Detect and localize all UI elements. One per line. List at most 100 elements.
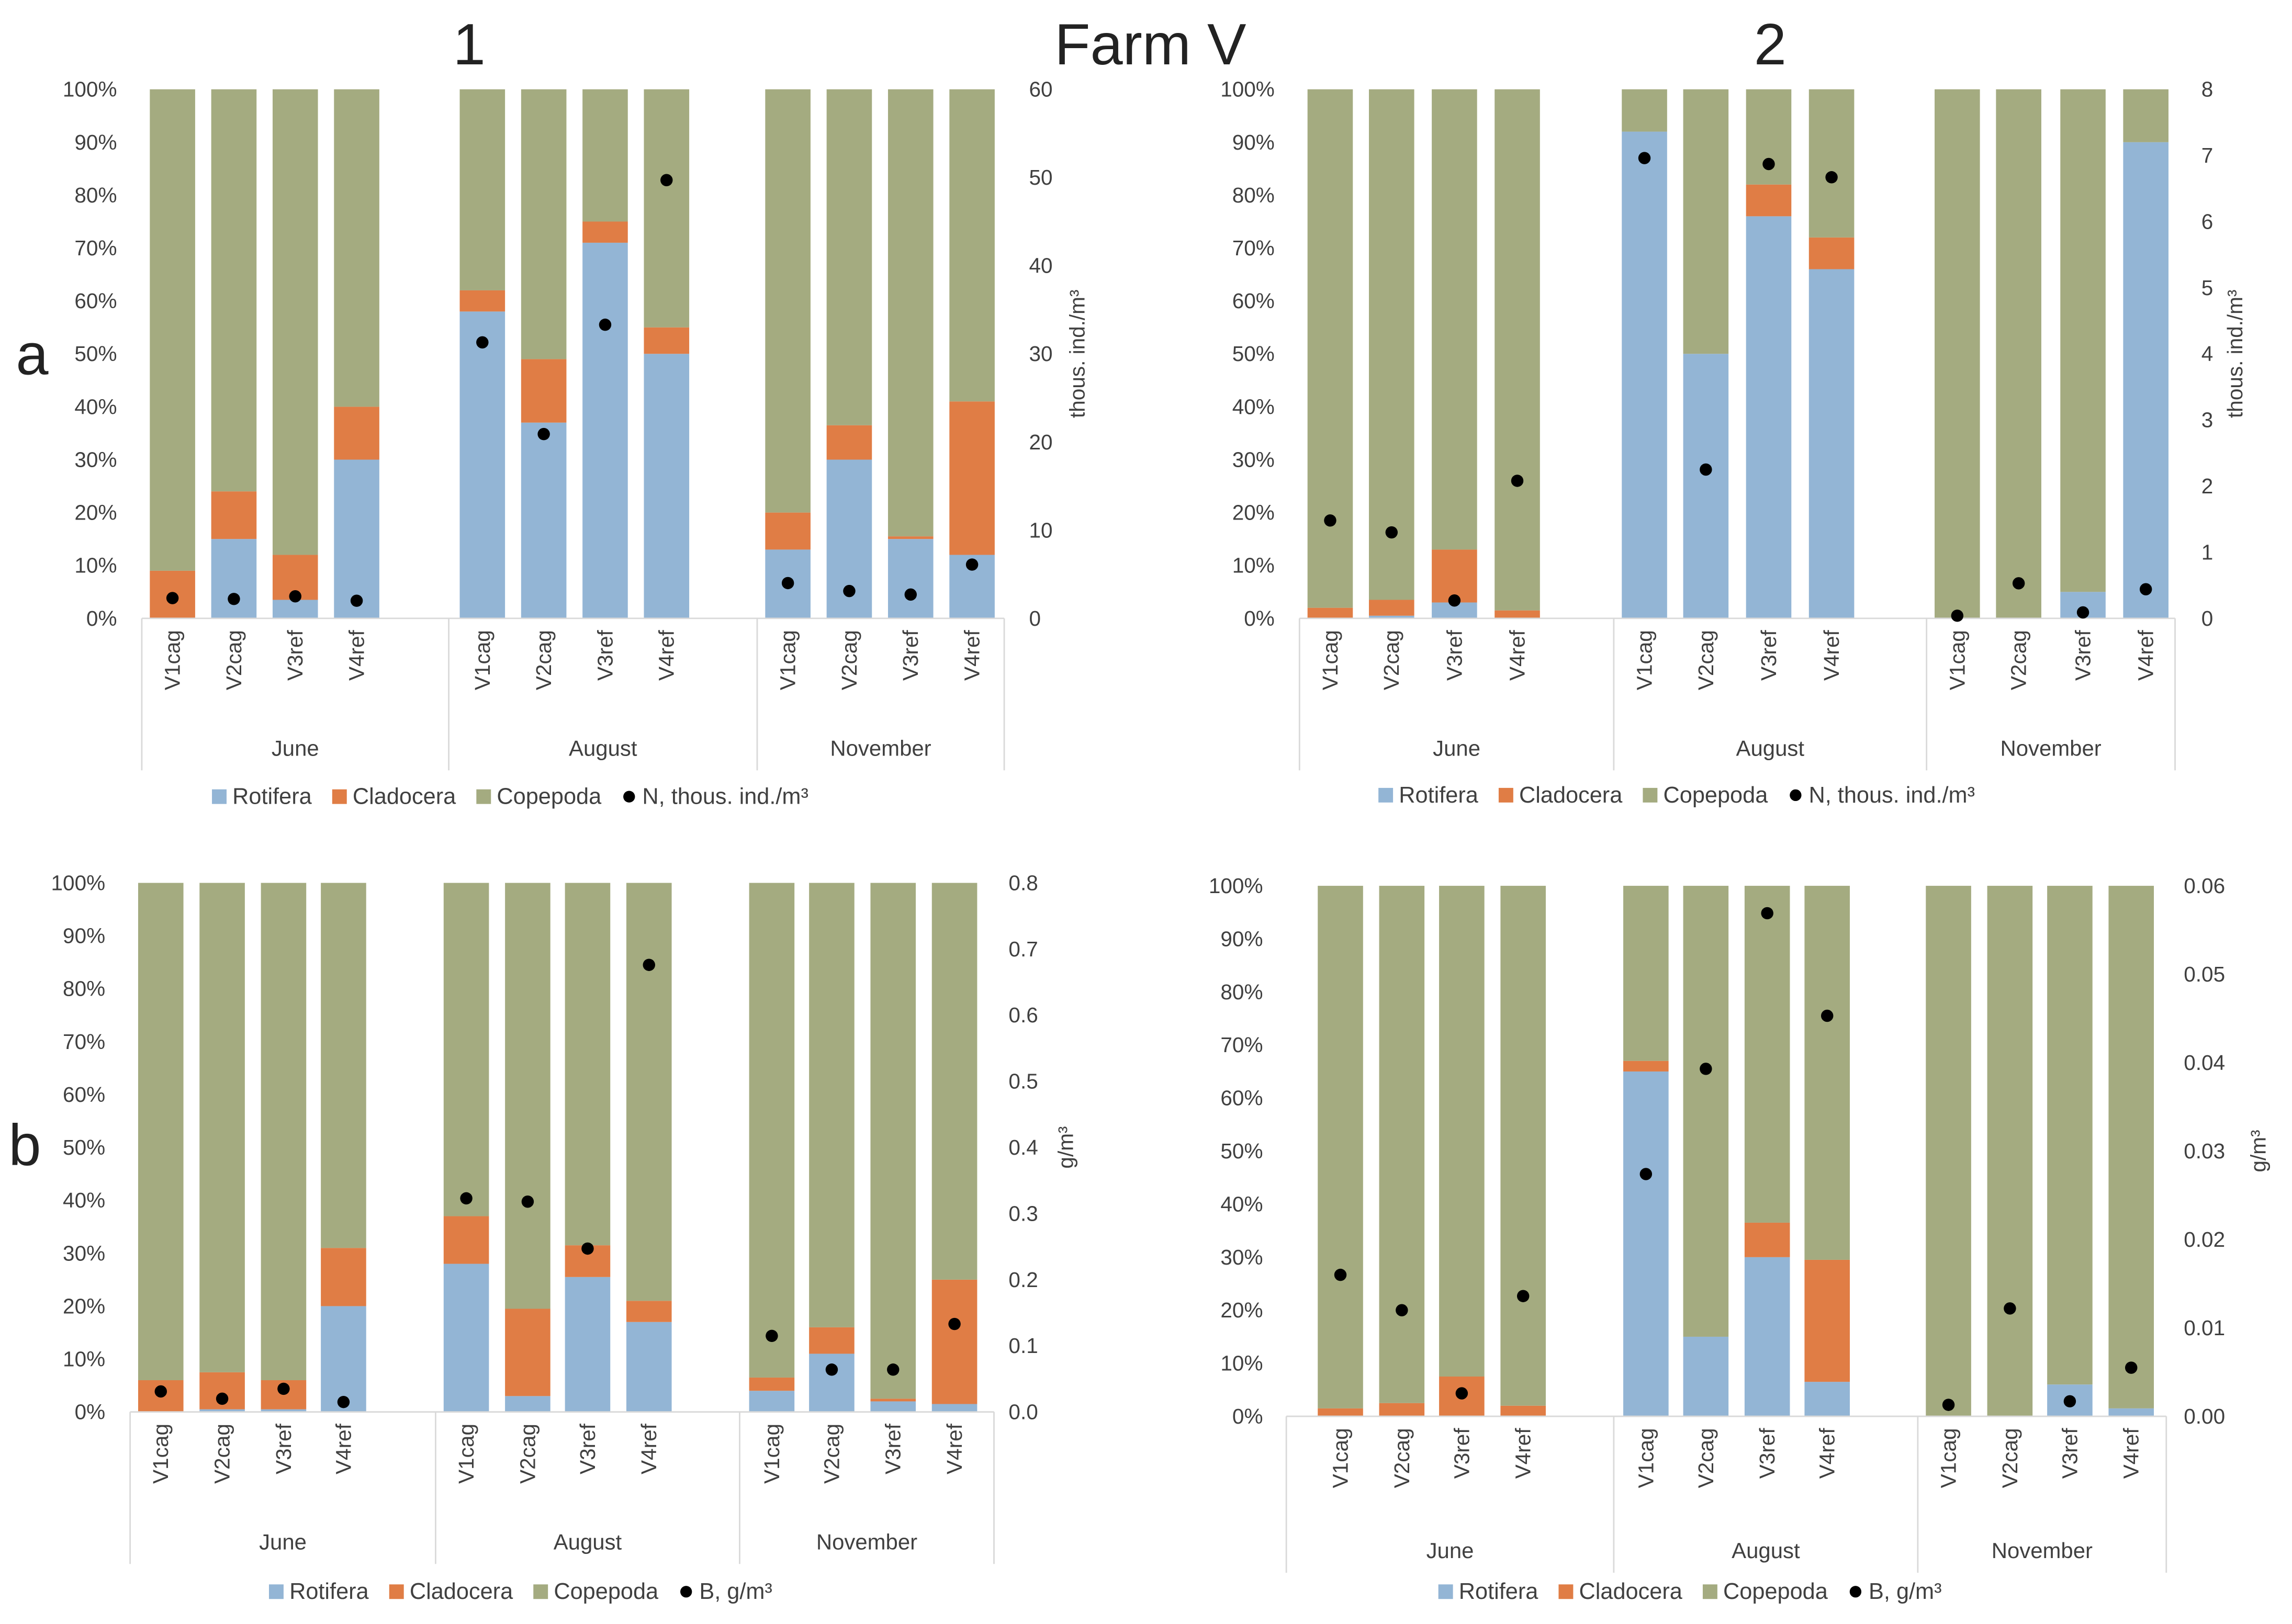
y-tick-right-label: 0.3 [1008,1201,1038,1225]
legend-swatch-copepoda [533,1584,548,1599]
y-tick-right-label: 7 [2201,143,2214,167]
legend-swatch-rotifera [212,789,227,804]
x-category-label: V4ref [655,629,679,681]
legend-label: Cladocera [353,784,456,809]
data-point-n [289,590,301,603]
y-tick-left-label: 60% [1220,1086,1263,1110]
legend-label: Cladocera [1579,1579,1683,1604]
bar-copepoda [334,89,379,407]
bar-cladocera [334,407,379,460]
y-tick-left-label: 0% [1244,606,1275,630]
x-category-label: V3ref [1450,1428,1474,1479]
bar-rotifera [931,1404,978,1412]
x-category-label: V4ref [345,629,369,681]
bar-copepoda [870,883,916,1399]
y-tick-right-label: 5 [2201,276,2214,300]
y-axis-right-title: thous. ind./m³ [1065,290,1089,418]
bar-rotifera [261,1409,307,1412]
y-tick-right-label: 4 [2201,342,2214,366]
bar-rotifera [321,1306,366,1412]
bar-copepoda [1808,89,1855,238]
bar-copepoda [150,89,195,571]
data-point-b [825,1363,838,1376]
bar-cladocera [765,512,811,550]
data-point-b [1942,1399,1955,1411]
bar-rotifera [1808,269,1855,618]
x-group-label: June [259,1529,307,1554]
data-point-b [1639,1168,1653,1180]
x-category-label: V2cag [515,1424,540,1484]
bar-copepoda [1996,89,2041,618]
bar-rotifera [887,539,934,618]
legend-label: Rotifera [1459,1579,1538,1604]
bar-rotifera [1683,1336,1729,1417]
bar-cladocera [626,1301,672,1322]
data-point-n [660,174,673,187]
bar-rotifera [334,459,379,618]
bar-copepoda [261,883,307,1381]
data-point-b [216,1392,229,1405]
bar-rotifera [749,1391,795,1412]
data-point-n [350,594,363,607]
legend-swatch-cladocera [332,789,347,804]
data-point-b [1455,1387,1468,1400]
data-point-b [1334,1268,1347,1281]
legend-swatch-cladocera [389,1584,404,1599]
data-point-b [887,1363,900,1376]
data-point-n [537,427,550,441]
x-group-label: August [569,736,637,760]
y-tick-left-label: 80% [74,183,117,207]
x-category-label: V2cag [837,630,861,690]
y-tick-right-label: 0.01 [2184,1316,2225,1340]
y-tick-left-label: 40% [1220,1192,1263,1216]
y-tick-right-label: 0.03 [2184,1139,2225,1163]
bar-copepoda [1935,89,1980,618]
legend-label: N, thous. ind./m³ [642,784,808,809]
data-point-b [337,1395,350,1408]
x-group-label: November [816,1529,917,1554]
bar-copepoda [1379,886,1425,1403]
y-tick-right-label: 0 [1029,606,1041,630]
legend-swatch-cladocera [1558,1584,1574,1599]
data-point-n [228,593,240,605]
bar-copepoda [1500,886,1546,1406]
x-category-label: V1cag [470,630,495,690]
bar-cladocera [1500,1405,1546,1417]
y-tick-left-label: 80% [63,977,105,1001]
y-tick-left-label: 70% [1232,236,1275,260]
legend-swatch-rotifera [1378,787,1394,803]
x-category-label: V3ref [1757,629,1781,681]
x-group-label: November [830,736,931,760]
x-category-label: V4ref [2134,629,2158,681]
bar-rotifera [1368,615,1414,618]
x-category-label: V1cag [454,1424,478,1484]
bar-rotifera [2123,142,2169,618]
y-tick-left-label: 10% [63,1347,105,1371]
x-category-label: V1cag [1328,1428,1352,1488]
bar-copepoda [1432,89,1477,550]
x-category-label: V1cag [1318,630,1342,690]
bar-rotifera [626,1322,672,1412]
y-tick-left-label: 90% [63,924,105,948]
x-category-label: V2cag [532,630,556,690]
bar-cladocera [887,536,934,539]
y-tick-left-label: 0% [75,1400,106,1424]
row-label-a: a [16,321,49,387]
data-point-n [1448,594,1461,607]
bar-cladocera [443,1216,489,1264]
bar-rotifera [2108,1408,2154,1417]
bar-copepoda [1439,886,1485,1377]
bar-rotifera [1804,1382,1850,1417]
x-category-label: V3ref [2058,1428,2082,1479]
y-tick-right-label: 0.05 [2184,962,2225,986]
bar-copepoda [765,89,811,513]
bar-copepoda [749,883,795,1378]
y-tick-left-label: 50% [1220,1139,1263,1163]
x-group-label: June [272,736,319,760]
x-category-label: V2cag [1694,1428,1718,1488]
x-category-label: V1cag [760,1424,784,1484]
x-category-label: V3ref [881,1423,905,1474]
bar-copepoda [2108,886,2154,1408]
data-point-b [766,1329,778,1343]
legend-label: B, g/m³ [699,1579,772,1604]
